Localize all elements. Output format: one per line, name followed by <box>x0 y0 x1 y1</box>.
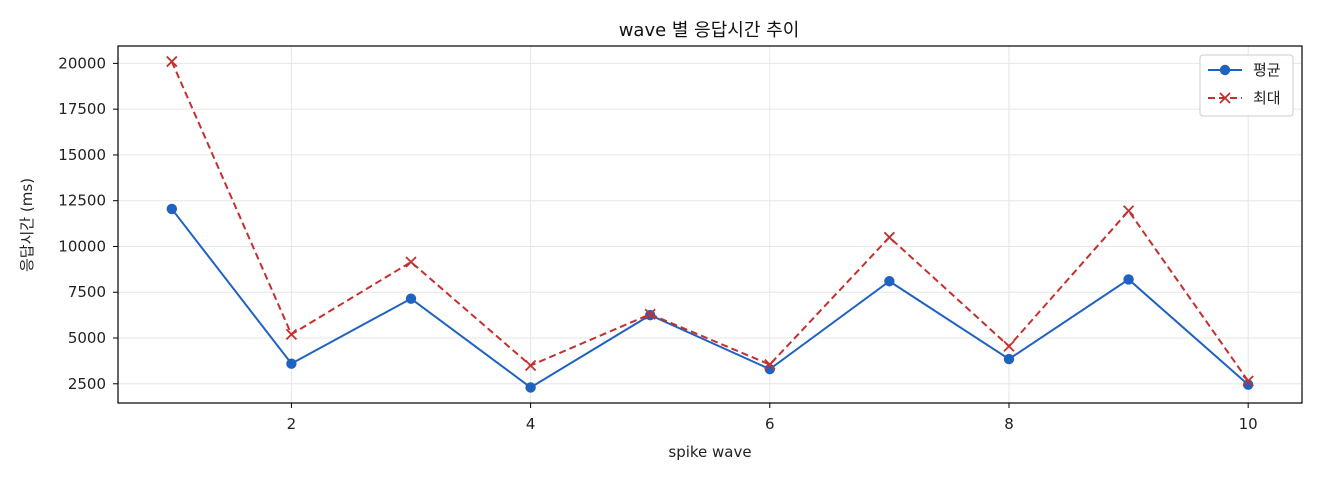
x-tick-label: 4 <box>526 415 536 433</box>
data-point <box>1003 353 1015 365</box>
y-axis-ticks: 2500 5000 7500 10000 12500 15000 17500 20000 <box>58 54 118 393</box>
legend-entry: 평균 <box>1208 61 1281 79</box>
x-tick-label: 10 <box>1239 415 1258 433</box>
legend-label: 최대 <box>1253 89 1281 107</box>
x-axis-label: spike wave <box>668 443 751 461</box>
series-1 <box>166 203 1254 393</box>
series-line <box>171 208 1249 389</box>
chart-title: wave 별 응답시간 추이 <box>619 20 800 41</box>
data-point <box>1122 205 1135 217</box>
grid-lines <box>118 46 1302 403</box>
data-point <box>883 231 896 243</box>
data-point <box>1242 379 1254 390</box>
y-tick-label: 12500 <box>58 192 106 210</box>
data-point <box>525 382 536 393</box>
x-axis-ticks: 2 4 6 8 10 <box>287 403 1258 433</box>
data-point <box>286 358 297 369</box>
data-point <box>405 293 417 304</box>
series-layer <box>166 55 1254 393</box>
y-tick-label: 20000 <box>58 54 106 72</box>
legend-label: 평균 <box>1253 61 1281 79</box>
data-point <box>166 203 178 215</box>
y-tick-label: 10000 <box>58 237 106 255</box>
series-2 <box>166 55 1254 387</box>
data-point <box>884 276 895 287</box>
data-point <box>405 256 417 268</box>
data-point <box>764 358 776 371</box>
y-tick-label: 17500 <box>58 100 106 118</box>
plot-frame <box>117 45 1303 404</box>
data-point <box>1242 375 1254 387</box>
y-axis-label: 응답시간 (ms) <box>18 178 36 272</box>
y-tick-label: 15000 <box>58 146 106 164</box>
series-line <box>170 61 1250 382</box>
x-tick-label: 8 <box>1004 415 1014 433</box>
data-point <box>166 55 178 68</box>
data-point <box>524 359 537 372</box>
data-point <box>1123 274 1134 285</box>
data-point <box>1003 340 1015 352</box>
legend-marker <box>1219 92 1231 104</box>
data-point <box>644 308 656 320</box>
y-tick-label: 2500 <box>68 375 106 393</box>
legend-marker <box>1219 64 1231 76</box>
x-tick-label: 2 <box>287 415 297 433</box>
x-tick-label: 6 <box>765 415 775 433</box>
legend-entry: 최대 <box>1208 89 1281 107</box>
y-tick-label: 5000 <box>68 329 106 347</box>
y-tick-label: 7500 <box>68 283 106 301</box>
data-point <box>285 328 298 340</box>
